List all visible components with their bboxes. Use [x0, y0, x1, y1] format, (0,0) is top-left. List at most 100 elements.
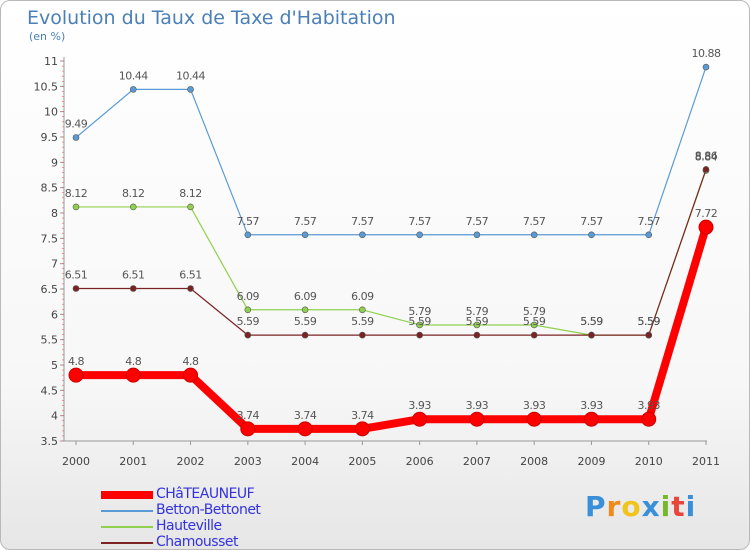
y-tick-label: 11 [44, 55, 58, 68]
data-point [187, 86, 194, 93]
data-point [187, 203, 194, 211]
data-label: 7.57 [408, 215, 431, 228]
chart-title: Evolution du Taux de Taxe d'Habitation [27, 7, 396, 29]
series-line-3 [76, 169, 707, 336]
data-point [301, 231, 309, 239]
logo-letter: r [606, 490, 622, 523]
data-point [125, 367, 141, 383]
data-point [473, 231, 481, 239]
data-point [244, 231, 252, 239]
data-point [530, 231, 538, 239]
data-label: 10.44 [176, 69, 205, 82]
data-label: 4.8 [125, 355, 141, 368]
logo-letter: x [641, 490, 661, 523]
y-tick-label: 6.5 [41, 283, 59, 296]
data-label: 5.59 [523, 315, 546, 328]
data-label: 3.93 [637, 399, 660, 412]
data-point [301, 331, 309, 339]
data-label: 8.12 [122, 187, 145, 200]
data-label: 5.59 [237, 315, 260, 328]
data-label: 5.59 [580, 315, 603, 328]
data-point [301, 306, 309, 314]
x-tick-label: 2000 [62, 455, 90, 468]
data-point [530, 331, 538, 339]
data-label: 7.57 [466, 215, 489, 228]
data-label: 10.88 [692, 47, 721, 60]
x-tick-label: 2011 [692, 455, 720, 468]
data-point [702, 166, 710, 173]
legend-swatch-hauteville [101, 526, 153, 528]
y-tick-label: 6 [51, 308, 58, 321]
y-tick-label: 5 [51, 359, 58, 372]
y-tick-label: 10 [44, 106, 58, 119]
data-point [359, 331, 366, 339]
data-point [72, 203, 80, 211]
data-point [72, 285, 80, 292]
data-point [526, 411, 542, 427]
data-label: 4.8 [68, 355, 84, 368]
proxiti-logo: Proxiti [585, 490, 696, 523]
y-tick-label: 10.5 [34, 80, 59, 93]
legend-label-hauteville: Hauteville [156, 518, 222, 534]
data-label: 7.72 [695, 207, 718, 220]
data-point [588, 231, 595, 239]
data-label: 6.51 [65, 268, 88, 281]
series-line-0 [76, 226, 710, 433]
x-tick-label: 2008 [520, 455, 548, 468]
y-tick-label: 3.5 [41, 435, 59, 448]
series-line-1 [75, 66, 707, 236]
data-label: 8.12 [65, 187, 88, 200]
data-label: 10.44 [119, 69, 148, 82]
legend-swatch-betton-bettonet [101, 510, 153, 512]
legend-label-chamousset: Chamousset [156, 534, 239, 550]
data-label: 3.93 [408, 399, 431, 412]
data-point [68, 367, 84, 383]
data-label: 6.51 [179, 268, 202, 281]
data-label: 5.59 [637, 315, 660, 328]
data-label: 7.57 [294, 215, 317, 228]
y-tick-label: 9 [51, 156, 58, 169]
x-tick-label: 2005 [348, 455, 376, 468]
data-point [530, 321, 538, 329]
data-label: 7.57 [580, 215, 603, 228]
legend-label-chateauneuf: CHâTEAUNEUF [156, 486, 255, 502]
data-point [129, 203, 137, 211]
data-point [359, 306, 366, 314]
data-point [583, 411, 599, 427]
data-point [412, 411, 428, 427]
data-label: 5.59 [466, 315, 489, 328]
data-point [187, 285, 194, 292]
data-label: 5.79 [523, 305, 546, 318]
y-tick-label: 8 [51, 207, 58, 220]
data-point [129, 285, 137, 292]
data-point [359, 231, 366, 239]
data-label: 3.93 [523, 399, 546, 412]
x-tick-label: 2001 [119, 455, 147, 468]
legend-label-betton-bettonet: Betton-Bettonet [156, 502, 261, 518]
data-point [473, 321, 481, 329]
data-point [416, 331, 423, 339]
logo-letter: t [671, 490, 686, 523]
data-point [641, 411, 657, 427]
data-point [244, 306, 252, 314]
data-point [72, 134, 80, 141]
data-label: 5.59 [408, 315, 431, 328]
data-point [183, 367, 199, 383]
data-label: 5.59 [637, 315, 660, 328]
data-label: 3.93 [580, 399, 603, 412]
data-label: 5.79 [466, 305, 489, 318]
x-tick-label: 2004 [291, 455, 319, 468]
data-label: 3.93 [466, 399, 489, 412]
data-point [469, 411, 485, 427]
x-tick-label: 2002 [177, 455, 205, 468]
data-label: 3.74 [351, 409, 374, 422]
data-label: 9.49 [65, 118, 88, 131]
data-point [588, 331, 595, 339]
data-label: 4.8 [183, 355, 199, 368]
data-label: 8.86 [695, 149, 718, 162]
data-label: 8.84 [695, 150, 718, 163]
data-label: 6.09 [294, 290, 317, 303]
data-point [240, 421, 256, 437]
